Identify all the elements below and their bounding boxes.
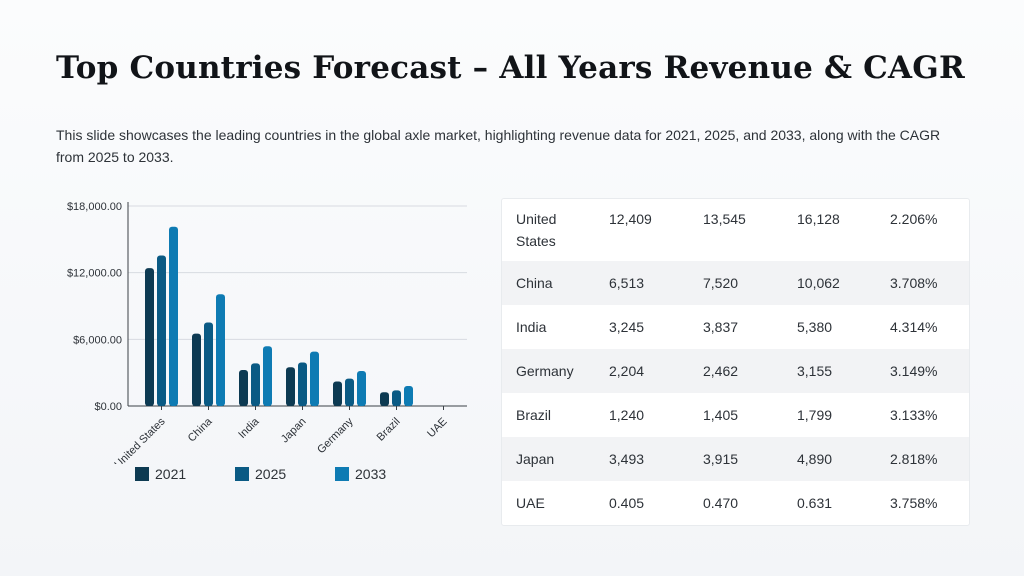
bar-2033-united-states [169,226,178,406]
revenue-bar-chart: $0.00 $6,000.00 $12,000.00 $18,000.00 United… [67,201,467,464]
x-tick-label: Brazil [375,416,403,444]
revenue-table: United States 12,409 13,545 16,128 2.206% Chi… [502,199,969,525]
bar-2025-japan [298,362,307,406]
table-cell-value: 12,409 [609,211,652,227]
y-tick-label: $0.00 [94,401,122,413]
bar-2025-china [204,322,213,406]
x-tick-label: Germany [315,415,356,456]
bar-2033-germany [357,370,366,406]
y-tick-label: $6,000.00 [73,334,122,346]
table-cell-value: 3,837 [703,319,739,335]
legend-swatch [235,467,249,481]
legend-item-2033: 2033 [335,466,386,482]
legend-item-2021: 2021 [135,466,186,482]
table-cell-country: United States [516,211,557,249]
table-cell-value: 10,062 [783,261,876,305]
table-row: United States 12,409 13,545 16,128 2.206% [502,199,969,261]
legend-label: 2025 [255,466,287,482]
table-cell-value: 16,128 [797,211,840,227]
table-cell-value: 1,799 [797,407,833,423]
bar-2033-india [263,346,272,406]
table-cell-country: China [502,261,595,305]
table-cell-country: Brazil [516,407,552,423]
revenue-table-card: United States 12,409 13,545 16,128 2.206% Chi… [501,198,970,526]
slide-subtitle: This slide showcases the leading countri… [56,127,941,165]
table-cell-value: 1,405 [703,407,739,423]
table-cell-country: Germany [502,349,595,393]
table-row: Germany 2,204 2,462 3,155 3.149% [502,349,969,393]
revenue-table-body: United States 12,409 13,545 16,128 2.206% Chi… [502,199,969,525]
y-tick-label: $12,000.00 [67,268,122,280]
chart-legend: 2021 2025 2033 [135,466,465,486]
y-tick-label: $18,000.00 [67,201,122,213]
table-cell-value: 13,545 [703,211,746,227]
bar-2033-brazil [404,386,413,406]
table-cell-value: 0.470 [703,495,739,511]
slide-title: Top Countries Forecast – All Years Reven… [56,50,965,86]
table-cell-value: 2.206% [890,211,938,227]
table-cell-value: 3.149% [876,349,969,393]
legend-swatch [335,467,349,481]
legend-item-2025: 2025 [235,466,286,482]
bar-2025-brazil [392,390,401,406]
bar-2021-united-states [145,268,154,406]
table-cell-value: 3.758% [890,495,938,511]
table-cell-value: 0.405 [609,495,645,511]
table-cell-value: 4.314% [890,319,938,335]
table-cell-value: 3.708% [876,261,969,305]
table-cell-country: India [516,319,547,335]
table-cell-value: 2,462 [689,349,783,393]
x-tick-label: India [236,415,262,441]
table-cell-value: 7,520 [689,261,783,305]
bar-2033-china [216,294,225,406]
bar-2021-germany [333,381,342,406]
legend-label: 2021 [155,466,187,482]
table-cell-value: 6,513 [595,261,689,305]
table-cell-value: 3,915 [689,437,783,481]
x-tick-label: Japan [279,416,309,446]
table-row: Japan 3,493 3,915 4,890 2.818% [502,437,969,481]
table-cell-value: 3.133% [890,407,938,423]
table-cell-country: Japan [502,437,595,481]
bar-2033-japan [310,351,319,406]
bar-2021-china [192,333,201,406]
table-row: India 3,245 3,837 5,380 4.314% [502,305,969,349]
table-cell-value: 5,380 [797,319,833,335]
table-row: Brazil 1,240 1,405 1,799 3.133% [502,393,969,437]
table-row: UAE 0.405 0.470 0.631 3.758% [502,481,969,525]
bar-2021-japan [286,367,295,406]
table-cell-value: 1,240 [609,407,645,423]
table-cell-value: 3,155 [783,349,876,393]
bar-2025-united-states [157,255,166,406]
table-row: China 6,513 7,520 10,062 3.708% [502,261,969,305]
bar-2025-germany [345,378,354,406]
bar-2021-india [239,369,248,406]
bar-2025-india [251,363,260,406]
table-cell-value: 2.818% [876,437,969,481]
table-cell-value: 3,245 [609,319,645,335]
table-cell-country: UAE [516,495,545,511]
bar-2021-brazil [380,392,389,406]
table-cell-value: 2,204 [595,349,689,393]
x-tick-label: United States [112,415,168,464]
x-tick-label: UAE [425,416,449,440]
legend-swatch [135,467,149,481]
table-cell-value: 3,493 [595,437,689,481]
table-cell-value: 0.631 [797,495,833,511]
x-tick-label: China [186,415,215,444]
table-cell-value: 4,890 [783,437,876,481]
legend-label: 2033 [355,466,387,482]
